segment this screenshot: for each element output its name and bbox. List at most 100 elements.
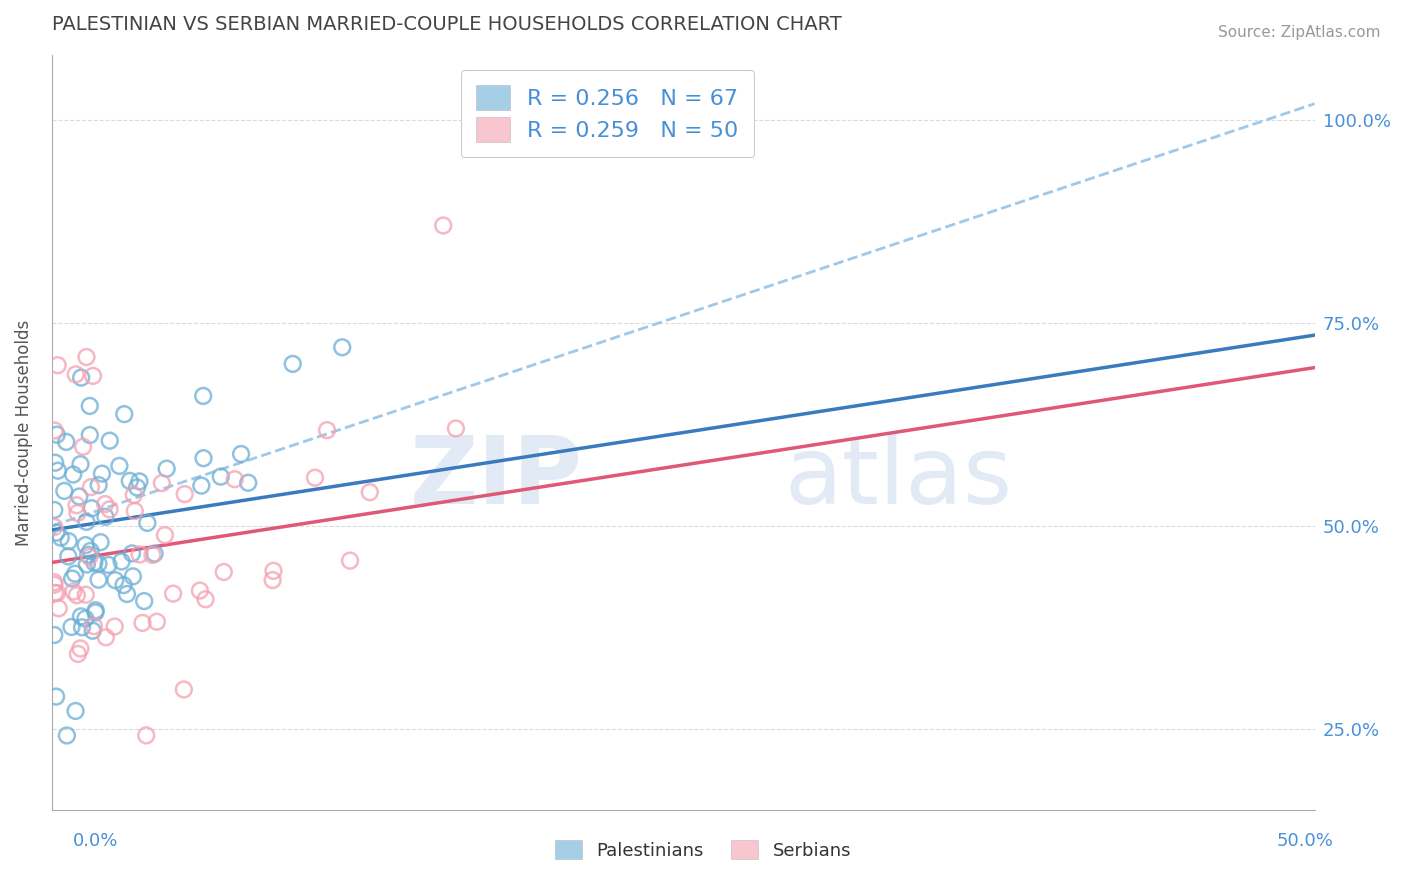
Point — [98, 502, 121, 516]
Point — [125, 480, 148, 494]
Point — [69, 641, 91, 656]
Point — [44, 575, 66, 590]
Point — [70, 370, 93, 384]
Point — [146, 615, 169, 629]
Point — [58, 534, 80, 549]
Point — [128, 475, 150, 489]
Point — [58, 549, 80, 564]
Point — [44, 628, 66, 642]
Point — [330, 340, 353, 354]
Point — [112, 578, 135, 592]
Point — [98, 434, 121, 448]
Point — [44, 586, 66, 600]
Point — [75, 588, 97, 602]
Point — [209, 469, 232, 483]
Point — [48, 601, 70, 615]
Point — [56, 728, 79, 742]
Point — [75, 612, 97, 626]
Point — [65, 368, 87, 382]
Point — [118, 474, 141, 488]
Point — [115, 587, 138, 601]
Point — [110, 554, 132, 568]
Point — [63, 566, 86, 581]
Point — [83, 556, 105, 570]
Point — [150, 476, 173, 491]
Point — [136, 516, 159, 530]
Point — [97, 558, 120, 572]
Point — [84, 606, 107, 620]
Point — [66, 647, 89, 661]
Point — [91, 467, 114, 481]
Point — [87, 478, 110, 492]
Point — [45, 690, 67, 704]
Point — [134, 594, 156, 608]
Y-axis label: Married-couple Households: Married-couple Households — [15, 319, 32, 546]
Point — [46, 586, 69, 600]
Point — [55, 434, 77, 449]
Point — [90, 535, 112, 549]
Point — [44, 424, 66, 438]
Point — [229, 447, 252, 461]
Point — [262, 564, 284, 578]
Point — [79, 428, 101, 442]
Point — [444, 421, 467, 435]
Text: 0.0%: 0.0% — [73, 832, 118, 850]
Point — [79, 549, 101, 564]
Point — [45, 525, 67, 540]
Point — [44, 520, 66, 534]
Point — [122, 569, 145, 583]
Point — [173, 487, 195, 501]
Point — [60, 572, 83, 586]
Point — [121, 546, 143, 560]
Point — [173, 682, 195, 697]
Point — [212, 565, 235, 579]
Point — [104, 619, 127, 633]
Point — [188, 583, 211, 598]
Point — [75, 515, 97, 529]
Point — [87, 573, 110, 587]
Point — [104, 573, 127, 587]
Point — [46, 464, 69, 478]
Point — [77, 548, 100, 562]
Point — [238, 475, 260, 490]
Point — [135, 728, 157, 742]
Point — [84, 603, 107, 617]
Point — [224, 472, 246, 486]
Point — [143, 547, 166, 561]
Point — [66, 588, 89, 602]
Point — [82, 368, 104, 383]
Point — [112, 407, 135, 421]
Text: 50.0%: 50.0% — [1277, 832, 1333, 850]
Point — [162, 586, 184, 600]
Point — [75, 350, 97, 364]
Point — [94, 497, 117, 511]
Point — [79, 399, 101, 413]
Point — [281, 357, 304, 371]
Point — [69, 457, 91, 471]
Point — [304, 471, 326, 485]
Point — [65, 704, 87, 718]
Text: Source: ZipAtlas.com: Source: ZipAtlas.com — [1218, 25, 1381, 40]
Point — [60, 620, 83, 634]
Legend: R = 0.256   N = 67, R = 0.259   N = 50: R = 0.256 N = 67, R = 0.259 N = 50 — [461, 70, 754, 157]
Point — [72, 440, 94, 454]
Point — [66, 506, 89, 520]
Point — [70, 620, 93, 634]
Point — [262, 573, 284, 587]
Point — [65, 498, 87, 512]
Legend: Palestinians, Serbians: Palestinians, Serbians — [548, 833, 858, 867]
Point — [432, 219, 454, 233]
Point — [128, 548, 150, 562]
Point — [80, 480, 103, 494]
Point — [94, 630, 117, 644]
Point — [76, 558, 98, 572]
Point — [44, 578, 66, 592]
Point — [122, 488, 145, 502]
Point — [131, 615, 153, 630]
Point — [44, 456, 66, 470]
Point — [70, 609, 93, 624]
Point — [79, 544, 101, 558]
Point — [190, 478, 212, 492]
Point — [80, 501, 103, 516]
Point — [49, 531, 72, 545]
